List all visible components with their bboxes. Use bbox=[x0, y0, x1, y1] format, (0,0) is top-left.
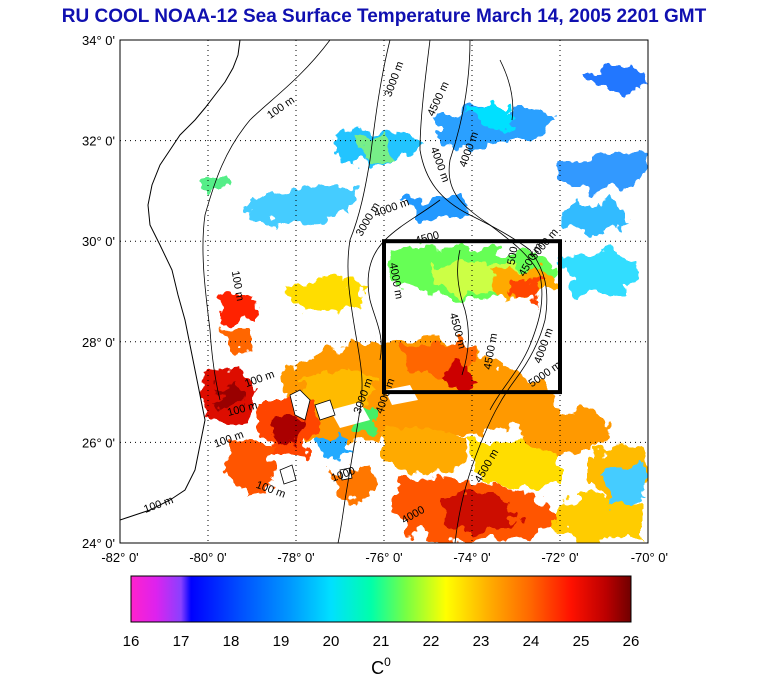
colorbar-ticks: 16 17 18 19 20 21 22 23 24 25 26 bbox=[123, 633, 640, 650]
contour-label: 100 m bbox=[229, 270, 246, 302]
longitude-tick-label: -72° 0' bbox=[541, 550, 578, 565]
latitude-tick-label: 30° 0' bbox=[82, 234, 115, 249]
colorbar-tick-label: 24 bbox=[523, 633, 540, 650]
coastline bbox=[120, 40, 353, 543]
longitude-tick-label: -82° 0' bbox=[101, 550, 138, 565]
longitude-tick-label: -70° 0' bbox=[631, 550, 668, 565]
longitude-tick-label: -76° 0' bbox=[365, 550, 402, 565]
colorbar-tick-label: 21 bbox=[373, 633, 390, 650]
colorbar-tick-label: 17 bbox=[173, 633, 190, 650]
colorbar-tick-label: 26 bbox=[623, 633, 640, 650]
map-title: RU COOL NOAA-12 Sea Surface Temperature … bbox=[61, 6, 707, 27]
latitude-tick-label: 24° 0' bbox=[82, 536, 115, 551]
longitude-axis: -82° 0' -80° 0' -78° 0' -76° 0' -74° 0' -72° … bbox=[101, 550, 668, 565]
colorbar-tick-label: 22 bbox=[423, 633, 440, 650]
contour-label: 500 bbox=[506, 246, 521, 266]
latitude-tick-label: 34° 0' bbox=[82, 33, 115, 48]
longitude-tick-label: -80° 0' bbox=[189, 550, 226, 565]
colorbar-tick-label: 25 bbox=[573, 633, 590, 650]
longitude-tick-label: -78° 0' bbox=[277, 550, 314, 565]
latitude-tick-label: 26° 0' bbox=[82, 435, 115, 450]
colorbar bbox=[130, 575, 632, 623]
colorbar-tick-label: 20 bbox=[323, 633, 340, 650]
latitude-axis: 24° 0' 26° 0' 28° 0' 30° 0' 32° 0' 34° 0' bbox=[82, 33, 115, 551]
colorbar-tick-label: 19 bbox=[273, 633, 290, 650]
latitude-tick-label: 32° 0' bbox=[82, 134, 115, 149]
latitude-tick-label: 28° 0' bbox=[82, 335, 115, 350]
sst-data-layer bbox=[200, 62, 648, 543]
colorbar-tick-label: 23 bbox=[473, 633, 490, 650]
colorbar-unit: C0 bbox=[371, 655, 391, 678]
map-frame bbox=[119, 39, 649, 544]
longitude-tick-label: -74° 0' bbox=[453, 550, 490, 565]
bathymetry-contours bbox=[202, 40, 548, 543]
unit-label: C bbox=[371, 658, 384, 678]
colorbar-tick-label: 16 bbox=[123, 633, 140, 650]
colorbar-tick-label: 18 bbox=[223, 633, 240, 650]
unit-superscript: 0 bbox=[384, 655, 391, 669]
study-area-box bbox=[382, 239, 562, 395]
